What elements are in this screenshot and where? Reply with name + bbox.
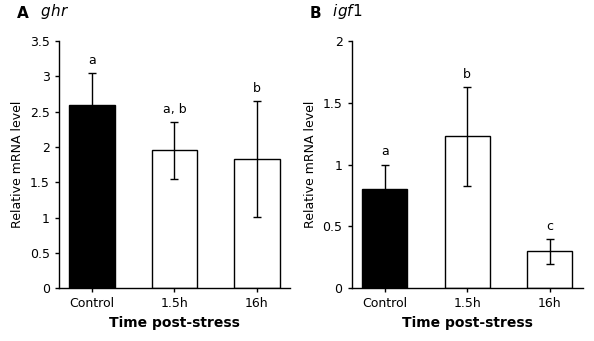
Text: A: A (17, 6, 29, 21)
Text: $\mathit{igf1}$: $\mathit{igf1}$ (328, 2, 363, 21)
Bar (69, 105, 115, 288)
Bar (527, 251, 573, 288)
Bar (234, 159, 280, 288)
Text: b: b (253, 82, 261, 95)
Text: a: a (381, 145, 388, 159)
Y-axis label: Relative mRNA level: Relative mRNA level (11, 101, 24, 228)
Y-axis label: Relative mRNA level: Relative mRNA level (304, 101, 317, 228)
Text: b: b (463, 68, 471, 80)
Text: c: c (546, 220, 553, 233)
Text: $\mathit{ghr}$: $\mathit{ghr}$ (36, 2, 69, 21)
Text: a: a (88, 54, 96, 66)
Bar (151, 150, 197, 288)
Bar (362, 189, 407, 288)
Bar (444, 136, 490, 288)
Text: B: B (310, 6, 321, 21)
X-axis label: Time post-stress: Time post-stress (109, 316, 240, 330)
X-axis label: Time post-stress: Time post-stress (402, 316, 533, 330)
Text: a, b: a, b (163, 103, 186, 116)
